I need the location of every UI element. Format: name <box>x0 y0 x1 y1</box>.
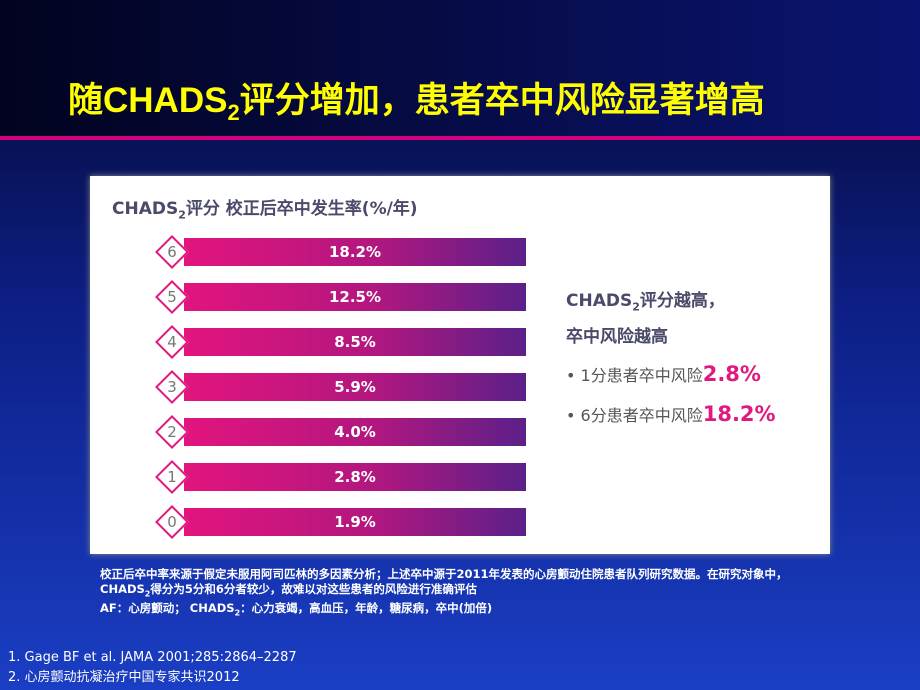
row: 18.2% 6 <box>155 235 530 269</box>
bullet: • 1分患者卒中风险2.8% <box>566 362 761 386</box>
note-subscript: 2 <box>144 589 151 599</box>
rate: 4.0% <box>334 423 376 441</box>
divider <box>0 136 920 140</box>
note-text: 校正后卒中率来源于假定未服用阿司匹林的多因素分析；上述卒中源于2011年发表的心… <box>100 567 788 596</box>
bar <box>184 463 526 491</box>
bar <box>184 328 526 356</box>
bullet-text: • 6分患者卒中风险 <box>566 406 703 425</box>
references: 1. Gage BF et al. JAMA 2001;285:2864–228… <box>8 648 297 688</box>
row: 12.5% 5 <box>155 280 530 314</box>
score: 6 <box>167 243 177 261</box>
score: 2 <box>167 423 177 441</box>
note-text: ：心力衰竭，高血压，年龄，糖尿病，卒中(加倍) <box>240 601 493 616</box>
note-text: AF：心房颤动； CHADS <box>100 601 235 616</box>
header-text: CHADS <box>112 199 179 219</box>
panel: CHADS2评分 校正后卒中发生率(%/年) 18.2% 6 12.5% 5 8.5% 4… <box>90 176 830 554</box>
note-subscript: 2 <box>234 608 241 618</box>
row: 8.5% 4 <box>155 325 530 359</box>
row: 5.9% 3 <box>155 370 530 404</box>
rate: 12.5% <box>328 288 382 306</box>
summary-text: CHADS <box>566 291 633 311</box>
rate: 1.9% <box>334 513 376 531</box>
header-text: 评分 校正后卒中发生率(%/年) <box>185 199 418 219</box>
rate: 18.2% <box>328 243 382 261</box>
summary: CHADS2评分越高， 卒中风险越高 <box>566 286 725 352</box>
header-subscript: 2 <box>178 208 186 222</box>
score: 4 <box>167 333 177 351</box>
note: 校正后卒中率来源于假定未服用阿司匹林的多因素分析；上述卒中源于2011年发表的心… <box>100 567 830 601</box>
score: 3 <box>167 378 177 396</box>
note-text: 得分为5分和6分者较少，故难以对这些患者的风险进行准确评估 <box>150 582 477 596</box>
bullet-value: 18.2% <box>702 402 776 426</box>
row: 2.8% 1 <box>155 460 530 494</box>
bullet-value: 2.8% <box>702 362 761 386</box>
title-text: 评分增加，患者卒中风险显著增高 <box>239 81 765 120</box>
title-bar <box>0 0 920 136</box>
bar <box>184 238 526 266</box>
bar <box>184 418 526 446</box>
notes: 校正后卒中率来源于假定未服用阿司匹林的多因素分析；上述卒中源于2011年发表的心… <box>100 567 830 621</box>
bar <box>184 508 526 536</box>
bar <box>184 373 526 401</box>
title-text: 随CHADS <box>68 81 228 120</box>
row: 4.0% 2 <box>155 415 530 449</box>
rate: 2.8% <box>334 468 376 486</box>
summary-subscript: 2 <box>632 300 640 314</box>
row: 1.9% 0 <box>155 505 530 539</box>
summary-text: 卒中风险越高 <box>566 327 668 348</box>
bullet-text: • 1分患者卒中风险 <box>566 366 703 385</box>
note: AF：心房颤动； CHADS2：心力衰竭，高血压，年龄，糖尿病，卒中(加倍) <box>100 601 830 620</box>
score: 0 <box>167 513 177 531</box>
reference: 2. 心房颤动抗凝治疗中国专家共识2012 <box>8 670 240 685</box>
reference: 1. Gage BF et al. JAMA 2001;285:2864–228… <box>8 650 297 665</box>
rate: 8.5% <box>334 333 376 351</box>
bullet: • 6分患者卒中风险18.2% <box>566 402 776 426</box>
panel-header: CHADS2评分 校正后卒中发生率(%/年) <box>112 194 418 221</box>
title-subscript: 2 <box>227 100 240 125</box>
rate: 5.9% <box>334 378 376 396</box>
title: 随CHADS2评分增加，患者卒中风险显著增高 <box>68 72 765 126</box>
score: 5 <box>167 288 177 306</box>
score: 1 <box>167 468 177 486</box>
summary-text: 评分越高， <box>639 291 725 311</box>
bar <box>184 283 526 311</box>
